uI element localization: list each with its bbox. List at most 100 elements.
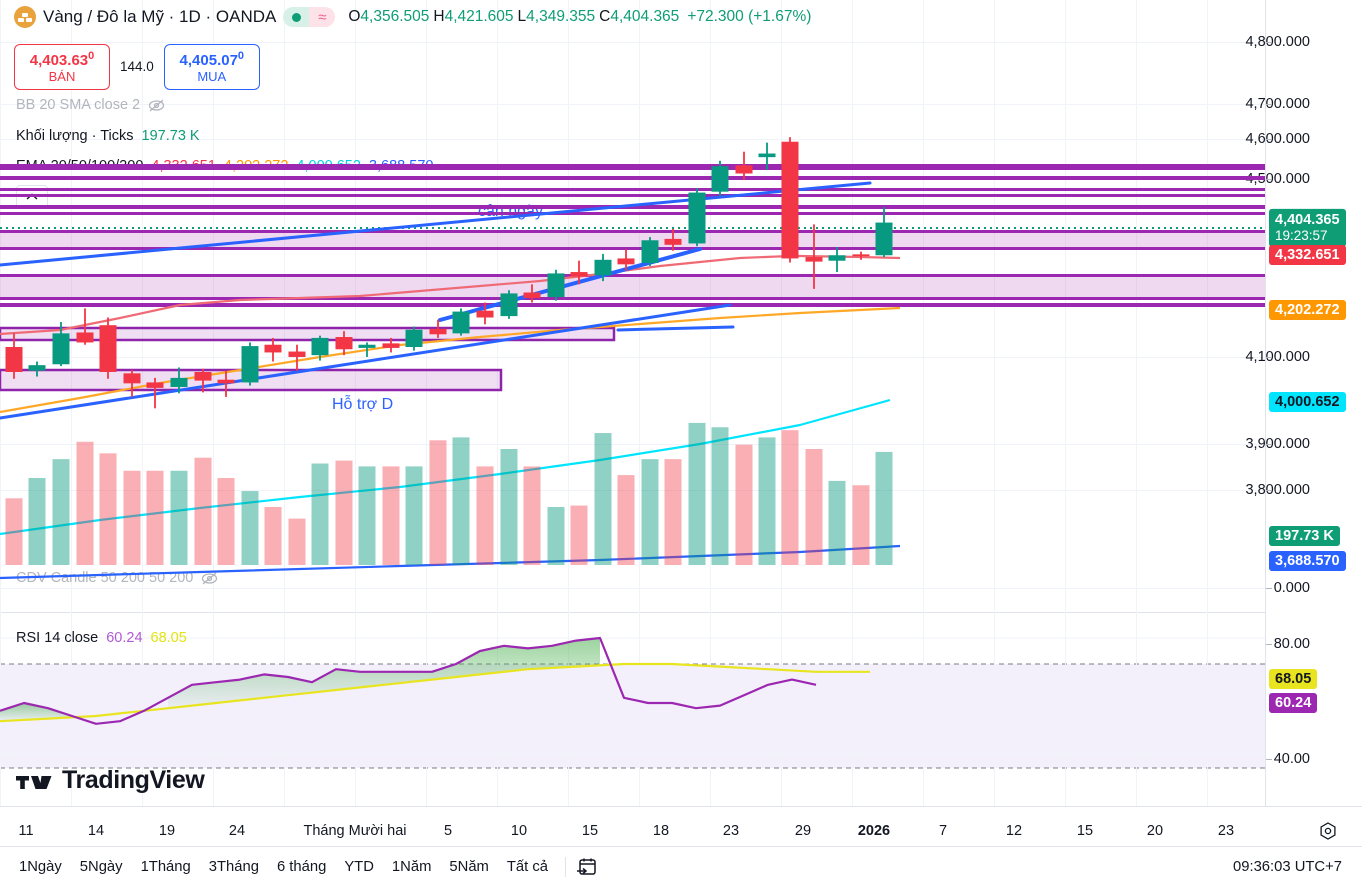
symbol-title[interactable]: Vàng / Đô la Mỹ · 1D · OANDA [43,7,277,26]
price-badge-rsi[interactable]: 60.24 [1269,693,1318,713]
price-scale[interactable]: 4,800.000 4,700.000 4,600.000 4,500.000 4,10… [1245,0,1362,806]
volume-pane [5,422,893,565]
price-tick-dash [1266,759,1272,760]
ohlc-value-l: 4,349.355 [526,8,596,25]
rsi-value: 60.24 [106,630,143,646]
price-tick-dash [1266,588,1272,589]
go-to-date-icon[interactable] [576,856,598,878]
price-badge-current[interactable]: 4,404.365 19:23:57 [1269,208,1346,248]
sell-price-fraction: 0 [88,50,95,62]
time-tick: 15 [581,823,599,839]
price-tick: 3,800.000 [1245,482,1310,498]
range-buttons: 1Ngày 5Ngày 1Tháng 3Tháng 6 tháng YTD 1Năm 5Năm… [0,855,555,879]
sell-price: 4,403.63 [29,52,89,69]
range-button-1tháng[interactable]: 1Tháng [140,859,191,875]
session-clock: 09:36:03 UTC+7 [1233,859,1342,875]
ohlc-label-c: C [599,8,611,25]
bb-label: BB 20 SMA close 2 [16,97,141,113]
ohlc-value-c: 4,404.365 [610,8,680,25]
bid-ask-row: 4,403.630 BÁN 144.0 4,405.070 MUA [14,44,260,90]
volume-value: 197.73 K [141,128,200,144]
gold-bars-icon [14,6,36,28]
time-tick: 12 [1005,823,1023,839]
time-tick: 15 [1076,823,1094,839]
legend-rsi[interactable]: RSI 14 close 60.24 68.05 [16,630,187,646]
time-tick: 23 [1217,823,1235,839]
price-badge-rsi-ma[interactable]: 68.05 [1269,669,1318,689]
price-tick-dash [1266,444,1272,445]
rsi-ma-value: 68.05 [150,630,187,646]
price-badge-ema200[interactable]: 3,688.570 [1269,551,1346,571]
tradingview-logo-icon [16,775,52,789]
buy-price-fraction: 0 [237,50,245,62]
price-tick-dash [1266,42,1272,43]
sell-button[interactable]: 4,403.630 BÁN [14,44,110,90]
eye-crossed-icon[interactable] [148,98,165,113]
price-tick-dash [1266,104,1272,105]
price-tick-dash [1266,357,1272,358]
price-tick: 4,600.000 [1245,131,1310,147]
ohlc-value-h: 4,421.605 [444,8,514,25]
ohlc-values: O4,356.505 H4,421.605 L4,349.355 C4,404.… [348,8,811,26]
time-tick: 2026 [857,823,891,839]
rsi-tick: 40.00 [1273,751,1310,767]
price-tick-dash [1266,139,1272,140]
time-tick: 19 [158,823,176,839]
time-tick: 23 [722,823,740,839]
rsi-tick: 80.00 [1273,636,1310,652]
range-button-1ngày[interactable]: 1Ngày [19,859,62,875]
time-tick: 7 [938,823,948,839]
range-button-ytd[interactable]: YTD [344,859,374,875]
price-badge-ema100[interactable]: 4,000.652 [1269,392,1346,412]
legend-bollinger-bands[interactable]: BB 20 SMA close 2 [16,97,165,113]
time-tick: 14 [87,823,105,839]
legend-volume[interactable]: Khối lượng · Ticks 197.73 K [16,128,200,144]
range-button-1năm[interactable]: 1Năm [391,859,432,875]
price-badge-ema20[interactable]: 4,332.651 [1269,245,1346,265]
time-scale[interactable]: 11 14 19 24 Tháng Mười hai 5 10 15 18 23 29 2026 7 12… [0,806,1362,846]
buy-price: 4,405.07 [179,52,238,69]
toolbar-divider [565,857,567,877]
time-tick: Tháng Mười hai [303,823,407,839]
range-button-3tháng[interactable]: 3Tháng [208,859,259,875]
price-tick: 0.000 [1273,580,1310,596]
price-change: +72.300 (+1.67%) [687,8,812,25]
timescale-settings-icon[interactable] [1318,821,1338,846]
price-tick: 4,100.000 [1245,349,1310,365]
bottom-toolbar: 1Ngày 5Ngày 1Tháng 3Tháng 6 tháng YTD 1Năm 5Năm… [0,846,1362,887]
price-tick: 4,700.000 [1245,96,1310,112]
range-button-5năm[interactable]: 5Năm [449,859,489,875]
range-button-5ngày[interactable]: 5Ngày [79,859,123,875]
time-tick: 24 [228,823,246,839]
price-badge-ema50[interactable]: 4,202.272 [1269,300,1346,320]
rsi-pane[interactable] [0,612,1265,806]
range-button-6-tháng[interactable]: 6 tháng [276,859,327,875]
ohlc-value-o: 4,356.505 [360,8,430,25]
price-tick-dash [1266,490,1272,491]
eye-crossed-icon[interactable] [201,571,218,586]
market-status-pill[interactable]: ≈ [283,7,336,27]
ohlc-label-h: H [433,8,445,25]
price-tick-dash [1266,644,1272,645]
price-tick: 3,900.000 [1245,436,1310,452]
price-badge-volume[interactable]: 197.73 K [1269,526,1340,546]
bar-countdown: 19:23:57 [1275,228,1328,244]
volume-label: Khối lượng · Ticks [16,128,134,144]
wave-icon: ≈ [309,7,336,27]
buy-label: MUA [197,69,227,85]
symbol-legend: Vàng / Đô la Mỹ · 1D · OANDA ≈ O4,356.50… [14,6,811,28]
time-tick: 11 [18,823,34,839]
price-chart-pane[interactable] [0,0,1265,580]
tradingview-watermark: TradingView [16,766,205,795]
pane-separator [0,612,1265,613]
time-tick: 20 [1146,823,1164,839]
time-tick: 10 [510,823,528,839]
ohlc-label-l: L [517,8,527,25]
buy-button[interactable]: 4,405.070 MUA [163,44,260,90]
price-tick: 4,500.000 [1245,171,1310,187]
rsi-label: RSI 14 close [16,630,99,646]
market-open-dot [283,7,310,27]
range-button-tất-cả[interactable]: Tất cả [506,859,549,875]
chart-annotation[interactable]: Hỗ trợ D [332,396,394,413]
